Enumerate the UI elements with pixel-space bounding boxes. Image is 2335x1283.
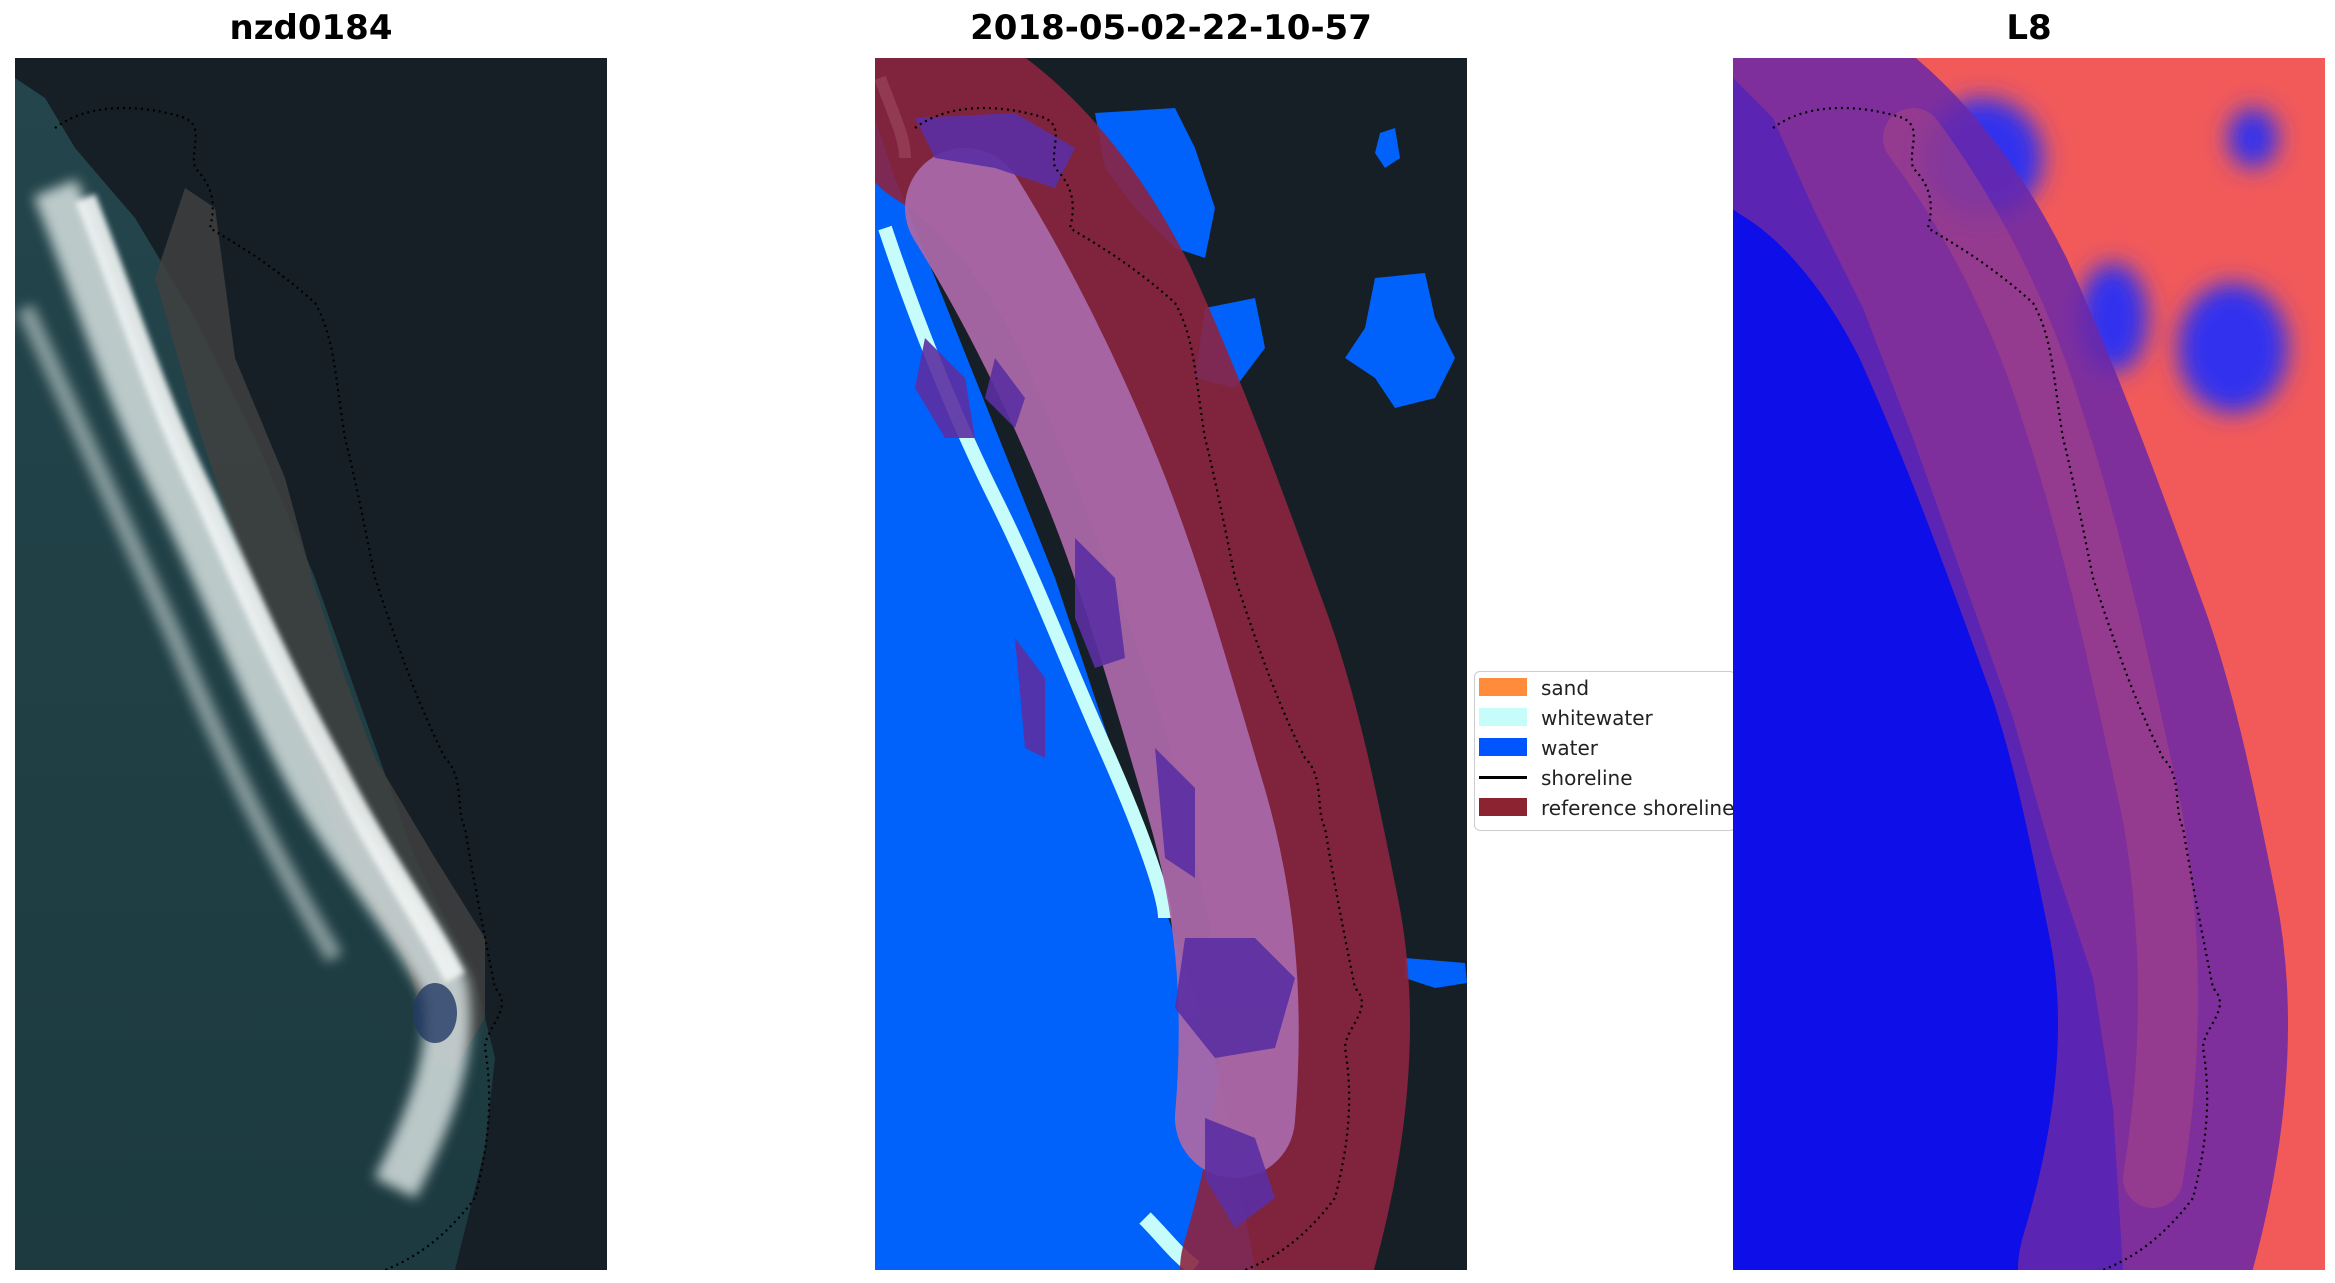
legend-item-reference-shoreline: reference shoreline bbox=[1475, 792, 1735, 822]
legend: sand whitewater water shoreline referenc… bbox=[1474, 671, 1736, 831]
surf-band-inner bbox=[74, 193, 465, 983]
shoreline bbox=[54, 106, 503, 1270]
index-panel bbox=[1733, 58, 2325, 1270]
legend-label-reference-shoreline: reference shoreline bbox=[1541, 796, 1735, 820]
legend-swatch-sand bbox=[1479, 678, 1527, 696]
legend-item-water: water bbox=[1475, 732, 1735, 762]
water-class-estuary bbox=[1405, 958, 1467, 988]
rgb-image-panel bbox=[15, 58, 607, 1270]
shoreline bbox=[1772, 106, 2221, 1270]
panel-title-index: L8 bbox=[2006, 8, 2052, 48]
legend-label-sand: sand bbox=[1541, 676, 1590, 700]
legend-swatch-water bbox=[1479, 738, 1527, 756]
legend-label-shoreline: shoreline bbox=[1541, 766, 1633, 790]
overlap-patches bbox=[915, 113, 1295, 1228]
legend-item-sand: sand bbox=[1475, 672, 1735, 702]
index-image bbox=[1733, 58, 2325, 1270]
legend-swatch-whitewater bbox=[1479, 708, 1527, 726]
panel-title-classification: 2018-05-02-22-10-57 bbox=[970, 8, 1372, 48]
index-ocean bbox=[1733, 78, 2123, 1270]
rgb-satellite-image bbox=[15, 58, 607, 1270]
water-class-lake bbox=[1345, 273, 1455, 408]
surf-band-outer-2 bbox=[16, 304, 343, 963]
classification-panel bbox=[875, 58, 1467, 1270]
legend-swatch-reference-shoreline bbox=[1479, 798, 1527, 816]
classification-image bbox=[875, 58, 1467, 1270]
beach-strip bbox=[155, 188, 485, 1068]
water-class-north bbox=[1095, 108, 1215, 258]
legend-item-whitewater: whitewater bbox=[1475, 702, 1735, 732]
legend-label-whitewater: whitewater bbox=[1541, 706, 1653, 730]
reference-shoreline-buffer bbox=[1733, 58, 2288, 1270]
legend-label-water: water bbox=[1541, 736, 1598, 760]
legend-line-shoreline bbox=[1479, 776, 1527, 779]
shoreline bbox=[914, 106, 1363, 1270]
water-class bbox=[875, 118, 1255, 1270]
water-class-lake-2 bbox=[1375, 128, 1400, 168]
legend-item-shoreline: shoreline bbox=[1475, 762, 1735, 792]
panel-title-rgb: nzd0184 bbox=[229, 8, 393, 48]
estuary bbox=[413, 983, 457, 1043]
reference-shoreline-buffer bbox=[875, 58, 1410, 1270]
